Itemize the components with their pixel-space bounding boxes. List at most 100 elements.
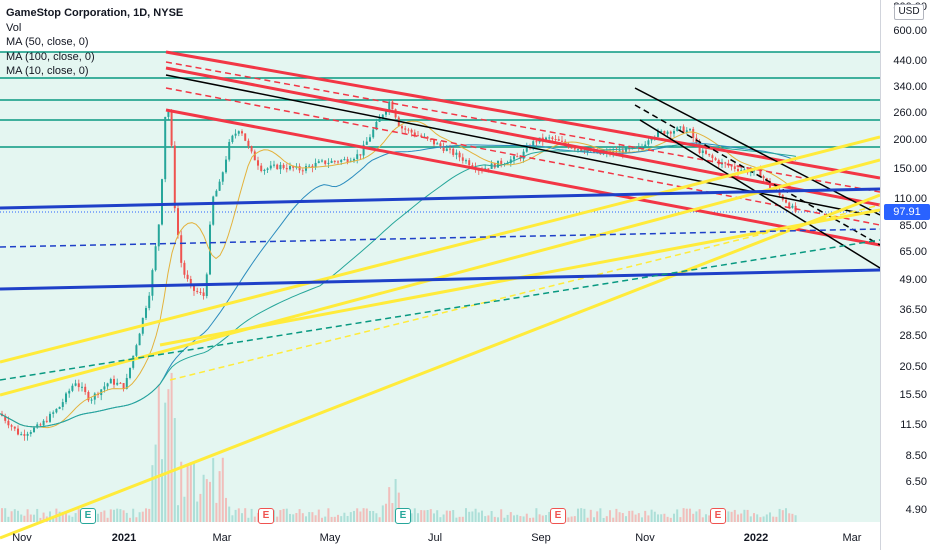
legend-item-ma10: MA (10, close, 0) bbox=[6, 65, 89, 77]
time-tick-label: Nov bbox=[12, 532, 32, 544]
volume-bar bbox=[570, 516, 573, 522]
volume-bar bbox=[730, 511, 733, 522]
candle-body bbox=[660, 131, 663, 133]
candle-body bbox=[55, 408, 58, 413]
yellow-trend-line bbox=[0, 158, 880, 397]
candle-body bbox=[487, 168, 490, 170]
candle-body bbox=[714, 158, 717, 161]
volume-bar bbox=[509, 512, 512, 522]
candle-body bbox=[276, 164, 279, 170]
volume-bar bbox=[26, 509, 29, 522]
volume-bar bbox=[573, 516, 576, 522]
volume-bar bbox=[650, 509, 653, 522]
volume-bar bbox=[71, 516, 74, 522]
candle-body bbox=[343, 159, 346, 161]
volume-bar bbox=[602, 517, 605, 522]
time-tick-label: Mar bbox=[842, 532, 862, 544]
earnings-badge[interactable]: E bbox=[550, 508, 566, 524]
price-tick-label: 11.50 bbox=[900, 419, 927, 431]
currency-label[interactable]: USD bbox=[894, 4, 924, 20]
candle-body bbox=[285, 168, 288, 170]
volume-bar bbox=[292, 514, 295, 522]
candle-body bbox=[570, 147, 573, 149]
candle-body bbox=[74, 383, 77, 386]
candle-body bbox=[337, 161, 339, 163]
candle-body bbox=[311, 165, 314, 168]
legend-item-ma100: MA (100, close, 0) bbox=[6, 50, 95, 63]
volume-bar bbox=[154, 444, 157, 522]
price-tick-label: 20.50 bbox=[899, 361, 927, 373]
volume-bar bbox=[49, 511, 51, 522]
candle-body bbox=[266, 168, 269, 170]
candle-body bbox=[737, 168, 739, 172]
candle-body bbox=[580, 149, 583, 152]
price-tick-label: 85.00 bbox=[899, 220, 927, 232]
price-tick-label: 440.00 bbox=[893, 55, 927, 67]
candle-body bbox=[180, 235, 183, 263]
red-trend-line bbox=[165, 108, 880, 247]
candle-body bbox=[116, 382, 119, 385]
volume-bar bbox=[433, 513, 435, 522]
volume-bar bbox=[119, 509, 122, 522]
yellow-dashed-line bbox=[169, 204, 880, 381]
volume-bar bbox=[305, 516, 307, 522]
volume-bar bbox=[461, 516, 464, 522]
earnings-badge[interactable]: E bbox=[258, 508, 274, 524]
candle-body bbox=[785, 199, 787, 203]
earnings-badge[interactable]: E bbox=[395, 508, 411, 524]
volume-bar bbox=[740, 513, 743, 522]
candle-body bbox=[241, 131, 243, 134]
price-chart[interactable] bbox=[0, 0, 880, 550]
candle-body bbox=[301, 170, 304, 172]
candle-body bbox=[525, 147, 528, 152]
volume-bar bbox=[666, 516, 669, 522]
candle-body bbox=[375, 121, 378, 130]
candle-body bbox=[29, 432, 32, 434]
volume-bar bbox=[161, 459, 163, 522]
volume-bar bbox=[759, 517, 762, 522]
legend-title: GameStop Corporation, 1D, NYSE bbox=[6, 7, 184, 19]
volume-bar bbox=[682, 508, 685, 522]
candle-body bbox=[20, 434, 23, 436]
volume-bar bbox=[385, 503, 387, 522]
volume-bar bbox=[733, 509, 736, 522]
candle-body bbox=[282, 164, 285, 169]
volume-bar bbox=[122, 510, 125, 522]
volume-bar bbox=[97, 513, 99, 522]
volume-bar bbox=[500, 509, 503, 522]
candle-body bbox=[743, 169, 746, 171]
volume-bar bbox=[346, 515, 349, 522]
candle-body bbox=[673, 130, 675, 134]
volume-bar bbox=[375, 513, 378, 522]
candle-body bbox=[61, 402, 64, 407]
candle-body bbox=[458, 152, 461, 158]
candle-body bbox=[676, 127, 679, 131]
candle-body bbox=[298, 166, 301, 171]
volume-bar bbox=[327, 508, 330, 522]
candle-body bbox=[263, 169, 266, 172]
volume-bar bbox=[247, 517, 250, 522]
volume-bar bbox=[177, 505, 179, 522]
volume-bar bbox=[593, 517, 595, 522]
volume-bar bbox=[193, 462, 195, 522]
price-tick-label: 200.00 bbox=[893, 134, 927, 146]
earnings-badge[interactable]: E bbox=[80, 508, 96, 524]
candle-body bbox=[369, 137, 371, 142]
candle-body bbox=[365, 141, 368, 145]
volume-bar bbox=[397, 492, 400, 522]
candle-body bbox=[193, 284, 195, 291]
candle-body bbox=[650, 138, 653, 141]
volume-bar bbox=[106, 517, 109, 522]
candle-body bbox=[391, 101, 394, 110]
candle-body bbox=[612, 150, 615, 154]
candle-body bbox=[106, 383, 109, 387]
volume-bar bbox=[621, 513, 624, 522]
volume-bar bbox=[4, 508, 7, 522]
red-trend-line bbox=[165, 66, 880, 207]
volume-bar bbox=[669, 517, 672, 522]
candle-body bbox=[317, 161, 320, 163]
volume-bar bbox=[100, 511, 103, 522]
earnings-badge[interactable]: E bbox=[710, 508, 726, 524]
price-tick-label: 110.00 bbox=[894, 193, 927, 205]
price-axis[interactable]: 800.00600.00440.00340.00260.00200.00150.… bbox=[880, 0, 932, 550]
